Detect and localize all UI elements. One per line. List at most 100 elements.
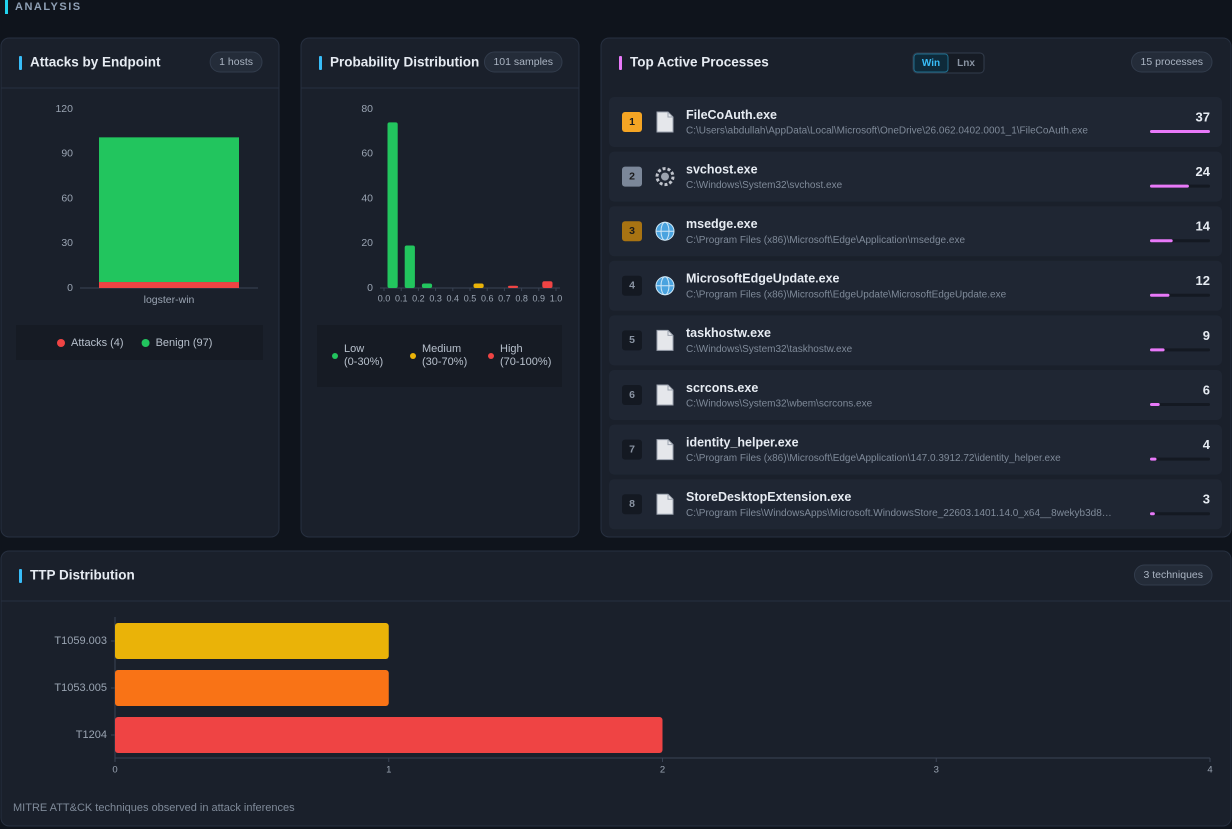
legend-label: Low (0-30%): [344, 343, 383, 368]
legend-dot: [410, 353, 416, 359]
process-count: 12: [1196, 273, 1210, 288]
process-count: 14: [1196, 219, 1211, 234]
gear-hub: [661, 172, 669, 181]
rank-badge: [622, 385, 642, 405]
legend-label: Medium (30-70%): [422, 343, 467, 368]
process-row: [609, 151, 1222, 202]
process-path: C:\Program Files (x86)\Microsoft\Edge\Ap…: [686, 235, 965, 246]
process-row: [609, 479, 1222, 530]
file-icon: [656, 493, 674, 515]
process-row: [609, 206, 1222, 257]
rank-number: 4: [629, 280, 635, 292]
process-name: taskhostw.exe: [686, 326, 771, 340]
count-track: [1150, 403, 1210, 406]
bar-segment: [99, 137, 239, 283]
rank-badge: [622, 494, 642, 515]
x-tick-label: 1.0: [550, 293, 563, 303]
file-fold: [667, 330, 673, 336]
y-tick-label: 90: [61, 148, 73, 160]
file-icon: [656, 111, 674, 133]
rank-number: 8: [629, 498, 635, 510]
rank-badge: [622, 439, 642, 460]
chart-note: MITRE ATT&CK techniques observed in atta…: [13, 802, 295, 814]
process-path: C:\Windows\System32\svchost.exe: [686, 180, 843, 191]
y-tick-label: 60: [61, 192, 73, 204]
panel-accent: [19, 569, 22, 583]
tab-label: Win: [922, 58, 940, 69]
legend-label: High (70-100%): [500, 343, 551, 368]
process-row: [609, 97, 1222, 147]
y-tick-label: T1204: [76, 729, 107, 741]
process-row: [609, 260, 1222, 311]
section-accent: [5, 0, 8, 14]
x-tick-label: 0.9: [533, 293, 546, 303]
x-tick-label: 0: [112, 765, 117, 776]
y-tick-label: 120: [55, 103, 73, 115]
panel-title: Probability Distribution: [330, 55, 479, 70]
rank-number: 2: [629, 170, 635, 182]
x-tick-label: 1: [386, 765, 391, 776]
y-tick-label: T1059.003: [54, 635, 107, 647]
process-count: 6: [1203, 382, 1210, 397]
legend-label: Benign (97): [156, 337, 213, 349]
rank-badge: [622, 166, 642, 187]
histogram-bar: [542, 281, 553, 288]
y-tick-label: 60: [361, 148, 373, 160]
count-bar: [1150, 348, 1165, 352]
badge-text: 1 hosts: [219, 56, 253, 68]
count-track: [1150, 348, 1210, 352]
legend-dot: [141, 339, 150, 347]
legend-dot: [488, 353, 494, 359]
process-count: 3: [1203, 492, 1210, 507]
bar: [115, 717, 663, 753]
file-fold: [667, 494, 673, 500]
section-title: ANALYSIS: [15, 1, 82, 13]
bar: [115, 670, 389, 706]
badge-text: 101 samples: [493, 56, 553, 68]
badge-text: 3 techniques: [1143, 569, 1203, 581]
y-tick-label: 40: [361, 192, 373, 204]
process-name: identity_helper.exe: [686, 435, 799, 449]
histogram-bar: [507, 285, 519, 288]
x-tick-label: 0.3: [429, 293, 442, 303]
badge: [483, 51, 563, 73]
rank-number: 3: [629, 225, 635, 237]
count-bar: [1150, 457, 1157, 461]
bar: [115, 623, 389, 659]
file-icon: [656, 384, 674, 406]
process-name: MicrosoftEdgeUpdate.exe: [686, 272, 840, 286]
rank-number: 7: [629, 443, 635, 455]
count-bar: [1150, 130, 1210, 133]
badge: [209, 51, 263, 73]
x-tick-label: 0.5: [464, 293, 477, 303]
rank-badge: [622, 112, 642, 132]
panel-title: Attacks by Endpoint: [30, 55, 161, 70]
count-bar: [1150, 239, 1173, 243]
legend-box: [16, 325, 263, 360]
y-tick-label: 20: [361, 237, 373, 249]
panel: [0, 550, 1232, 827]
histogram-bar: [421, 283, 433, 288]
legend-dot: [57, 339, 65, 347]
badge: [1131, 51, 1213, 73]
y-tick-label: 30: [61, 237, 73, 249]
process-count: 37: [1196, 109, 1210, 124]
histogram-bar: [404, 245, 415, 288]
histogram-bar: [387, 122, 398, 288]
process-count: 4: [1203, 437, 1211, 452]
x-tick-label: 0.7: [498, 293, 511, 303]
x-tick-label: 0.2: [412, 293, 425, 303]
histogram-bar: [473, 283, 484, 288]
process-path: C:\Windows\System32\wbem\scrcons.exe: [686, 399, 873, 410]
process-path: C:\Users\abdullah\AppData\Local\Microsof…: [686, 126, 1088, 137]
process-path: C:\Program Files\WindowsApps\Microsoft.W…: [686, 508, 1112, 519]
file-fold: [667, 112, 673, 118]
badge-text: 15 processes: [1141, 56, 1203, 68]
process-name: FileCoAuth.exe: [686, 108, 777, 122]
process-name: svchost.exe: [686, 162, 758, 176]
process-name: StoreDesktopExtension.exe: [686, 490, 851, 504]
rank-badge: [622, 275, 642, 296]
process-path: C:\Windows\System32\taskhostw.exe: [686, 344, 853, 355]
